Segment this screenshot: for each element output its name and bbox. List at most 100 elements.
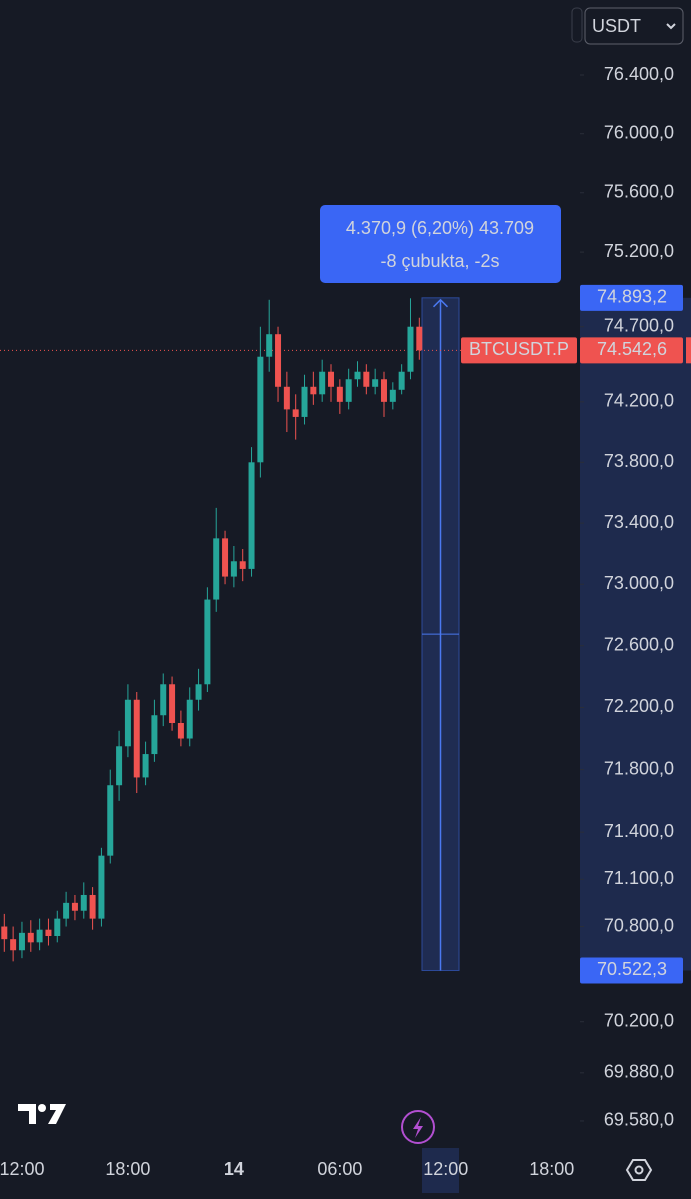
y-tick-label: 70.800,0 bbox=[604, 915, 674, 935]
lightning-button[interactable] bbox=[401, 1110, 435, 1144]
y-tick-label: 72.200,0 bbox=[604, 696, 674, 716]
candle-body bbox=[124, 699, 131, 747]
candle-body bbox=[116, 746, 123, 786]
logo-part bbox=[38, 1104, 46, 1112]
candle-body bbox=[389, 389, 396, 402]
candle-body bbox=[186, 699, 193, 739]
candle-body bbox=[266, 334, 273, 357]
y-tick-label: 74.700,0 bbox=[604, 315, 674, 335]
candle-body bbox=[63, 902, 70, 919]
dropdown-arrow bbox=[666, 23, 676, 30]
y-tick-label: 72.600,0 bbox=[604, 634, 674, 654]
y-tick-label: 73.000,0 bbox=[604, 573, 674, 593]
candle-body bbox=[283, 386, 290, 410]
measure-to-label: 74.893,2 bbox=[597, 287, 667, 307]
y-tick-label: 76.000,0 bbox=[604, 122, 674, 142]
candle-body bbox=[10, 939, 17, 951]
candle-body bbox=[380, 379, 387, 402]
x-tick-label: 12:00 bbox=[0, 1159, 44, 1179]
candle-body bbox=[204, 599, 211, 685]
candle-body bbox=[292, 409, 299, 417]
candle-body bbox=[345, 379, 352, 402]
candle-body bbox=[248, 462, 255, 569]
y-tick-label: 75.200,0 bbox=[604, 241, 674, 261]
candle-body bbox=[257, 356, 264, 463]
candle-body bbox=[169, 684, 176, 723]
x-tick-label: 18:00 bbox=[529, 1159, 574, 1179]
y-tick-label: 74.200,0 bbox=[604, 391, 674, 411]
y-tick-label: 71.400,0 bbox=[604, 821, 674, 841]
candle-body bbox=[363, 371, 370, 387]
logo-part bbox=[18, 1104, 36, 1124]
x-tick-label: 12:00 bbox=[423, 1159, 468, 1179]
candle-body bbox=[133, 699, 140, 778]
candle-body bbox=[310, 386, 317, 395]
candle-body bbox=[336, 386, 343, 402]
y-tick-label: 69.580,0 bbox=[604, 1110, 674, 1130]
candle-body bbox=[177, 722, 184, 739]
candle-body bbox=[160, 684, 167, 716]
tv-logo bbox=[18, 1104, 66, 1124]
candle-body bbox=[1, 926, 8, 940]
candle-body bbox=[142, 754, 149, 778]
candle-body bbox=[372, 379, 379, 387]
measure-from-tag bbox=[580, 957, 683, 984]
measure-info-text: -8 çubukta, -2s bbox=[380, 251, 499, 271]
candle-body bbox=[239, 561, 246, 569]
settings-hex[interactable] bbox=[625, 1159, 653, 1181]
plot: 76.400,0 76.000,0 75.600,0 75.200,0 74.700,0… bbox=[0, 64, 691, 1193]
candle-body bbox=[398, 371, 405, 390]
y-tick-label: 76.400,0 bbox=[604, 64, 674, 84]
y-tick-label: 71.100,0 bbox=[604, 868, 674, 888]
candle-body bbox=[354, 371, 361, 380]
measure-from-label: 70.522,3 bbox=[597, 959, 667, 979]
candle-body bbox=[151, 715, 158, 755]
candle-body bbox=[301, 386, 308, 417]
candle-body bbox=[107, 785, 114, 856]
candle-body bbox=[27, 932, 34, 943]
candle-body bbox=[416, 326, 423, 351]
measure-arrow-head bbox=[432, 298, 449, 308]
candle-body bbox=[18, 932, 25, 951]
y-tick-label: 73.800,0 bbox=[604, 451, 674, 471]
y-tick-label: 73.400,0 bbox=[604, 512, 674, 532]
candle-body bbox=[319, 371, 326, 395]
current-price-tag bbox=[580, 337, 683, 364]
currency-dropdown[interactable] bbox=[584, 7, 684, 45]
measure-info-box bbox=[320, 205, 561, 283]
candle-body bbox=[80, 894, 87, 911]
y-tick-label: 75.600,0 bbox=[604, 182, 674, 202]
candle-body bbox=[54, 918, 61, 937]
settings-dot bbox=[634, 1165, 644, 1175]
y-tick-label: 70.200,0 bbox=[604, 1010, 674, 1030]
candle-body bbox=[328, 371, 335, 387]
currency-label[interactable]: USDT bbox=[592, 16, 641, 36]
settings-button[interactable] bbox=[625, 1159, 653, 1181]
current-price-label: 74.542,6 bbox=[597, 339, 667, 359]
candle-body bbox=[275, 334, 282, 387]
x-axis-highlight bbox=[422, 1148, 459, 1193]
measure-to-tag bbox=[580, 284, 683, 311]
x-tick-label: 14 bbox=[224, 1159, 244, 1179]
candle-body bbox=[222, 538, 229, 577]
candle-body bbox=[36, 929, 43, 943]
toolbar-edge bbox=[571, 7, 583, 43]
x-tick-label: 18:00 bbox=[105, 1159, 150, 1179]
y-tick-label: 71.800,0 bbox=[604, 758, 674, 778]
y-tick-label: 69.880,0 bbox=[604, 1062, 674, 1082]
candle-body bbox=[98, 855, 105, 919]
lightning-circle[interactable] bbox=[401, 1110, 435, 1144]
symbol-label: BTCUSDT.P bbox=[469, 339, 569, 359]
candle-body bbox=[45, 929, 52, 937]
candle-body bbox=[213, 538, 220, 600]
logo-part bbox=[48, 1104, 66, 1124]
lightning-icon bbox=[413, 1117, 423, 1138]
measure-info-text: 4.370,9 (6,20%) 43.709 bbox=[346, 218, 534, 238]
candle-body bbox=[230, 561, 237, 577]
symbol-tag bbox=[461, 337, 577, 364]
candle-body bbox=[407, 326, 414, 372]
x-tick-label: 06:00 bbox=[317, 1159, 362, 1179]
